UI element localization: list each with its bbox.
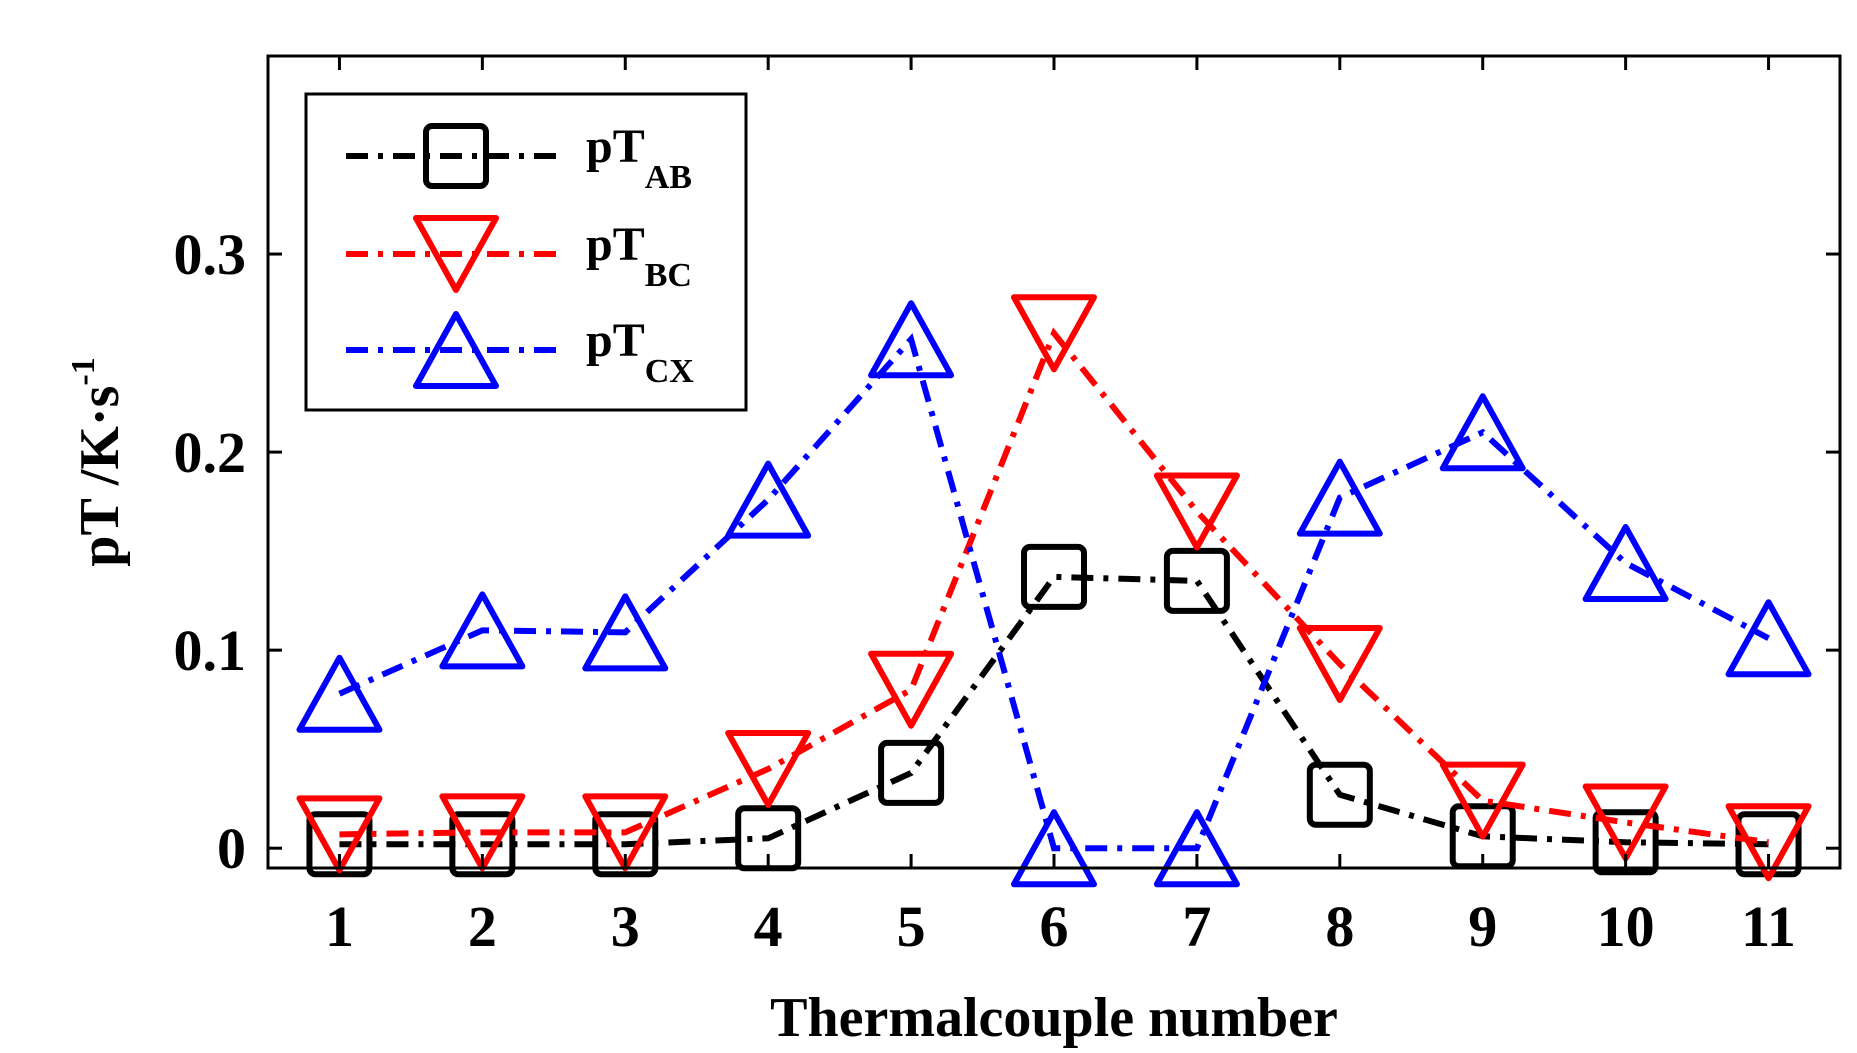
- data-point: [868, 650, 955, 729]
- y-tick-label: 0.1: [174, 618, 247, 683]
- legend-label-main: pT: [586, 218, 645, 271]
- data-point: [1163, 547, 1230, 614]
- data-point: [1021, 543, 1087, 610]
- x-tick-label: 4: [754, 894, 783, 959]
- data-point: [1011, 294, 1097, 373]
- x-axis-label: Thermalcouple number: [770, 987, 1338, 1049]
- x-tick-label: 7: [1182, 894, 1211, 959]
- ticks-layer: 1 2 3 4 5 6 7 8 9 10 11 0 0.1 0.2 0.3: [174, 56, 1840, 959]
- legend-label-sub: CX: [645, 353, 695, 390]
- legend-label: pTAB: [586, 120, 692, 196]
- legend-marker: [413, 215, 499, 293]
- x-tick-label: 1: [325, 894, 354, 959]
- y-tick-label: 0.2: [174, 420, 247, 485]
- legend-marker: [423, 123, 489, 189]
- legend-label: pTCX: [586, 314, 694, 390]
- data-point: [1439, 761, 1526, 840]
- legend-entry-ab: pTAB: [346, 120, 692, 196]
- data-point: [306, 811, 373, 878]
- legend-label-sub: BC: [645, 257, 692, 294]
- legend-entry-bc: pTBC: [346, 215, 692, 294]
- legend-label: pTBC: [586, 218, 692, 294]
- legend-label-main: pT: [586, 120, 645, 173]
- x-tick-label: 5: [897, 894, 926, 959]
- legend-marker: [413, 311, 499, 389]
- data-point: [1296, 625, 1383, 704]
- data-point: [439, 591, 526, 670]
- y-axis-label: pT /K·s-1: [65, 357, 131, 566]
- series-line: [339, 573, 1769, 848]
- data-point: [1296, 458, 1383, 537]
- x-tick-label: 9: [1468, 894, 1497, 959]
- data-point: [296, 654, 383, 733]
- series-bc: [296, 294, 1812, 882]
- legend-label-sub: AB: [645, 159, 692, 196]
- series-line: [339, 327, 1769, 846]
- data-point: [1582, 783, 1669, 862]
- data-point: [1306, 761, 1373, 828]
- data-point: [1439, 393, 1526, 472]
- data-point: [1725, 599, 1812, 678]
- data-point: [439, 793, 526, 872]
- data-point: [725, 729, 812, 808]
- data-point: [1011, 809, 1097, 888]
- y-axis-label-sup: -1: [65, 357, 102, 385]
- data-point: [1153, 472, 1240, 551]
- x-tick-label: 3: [611, 894, 640, 959]
- y-tick-label: 0: [217, 816, 246, 881]
- data-point: [1725, 803, 1812, 882]
- data-point: [582, 793, 669, 872]
- data-point: [878, 739, 945, 806]
- data-point: [592, 811, 659, 878]
- x-tick-label: 8: [1325, 894, 1354, 959]
- data-point: [296, 795, 383, 874]
- data-point: [1582, 524, 1669, 603]
- y-tick-label: 0.3: [174, 222, 247, 287]
- series-cx: [296, 300, 1812, 888]
- data-point: [1153, 809, 1240, 888]
- series-line: [338, 333, 1770, 852]
- data-point: [449, 811, 516, 878]
- x-tick-label: 10: [1597, 894, 1655, 959]
- y-axis-label-main: pT /K·s: [69, 386, 131, 567]
- data-point: [1592, 809, 1659, 876]
- data-point: [725, 460, 812, 539]
- data-point: [868, 300, 955, 379]
- x-tick-label: 11: [1741, 894, 1796, 959]
- legend-label-main: pT: [586, 314, 645, 367]
- legend-entry-cx: pTCX: [346, 311, 694, 390]
- x-tick-label: 6: [1040, 894, 1069, 959]
- data-point: [582, 593, 669, 672]
- x-tick-label: 2: [468, 894, 497, 959]
